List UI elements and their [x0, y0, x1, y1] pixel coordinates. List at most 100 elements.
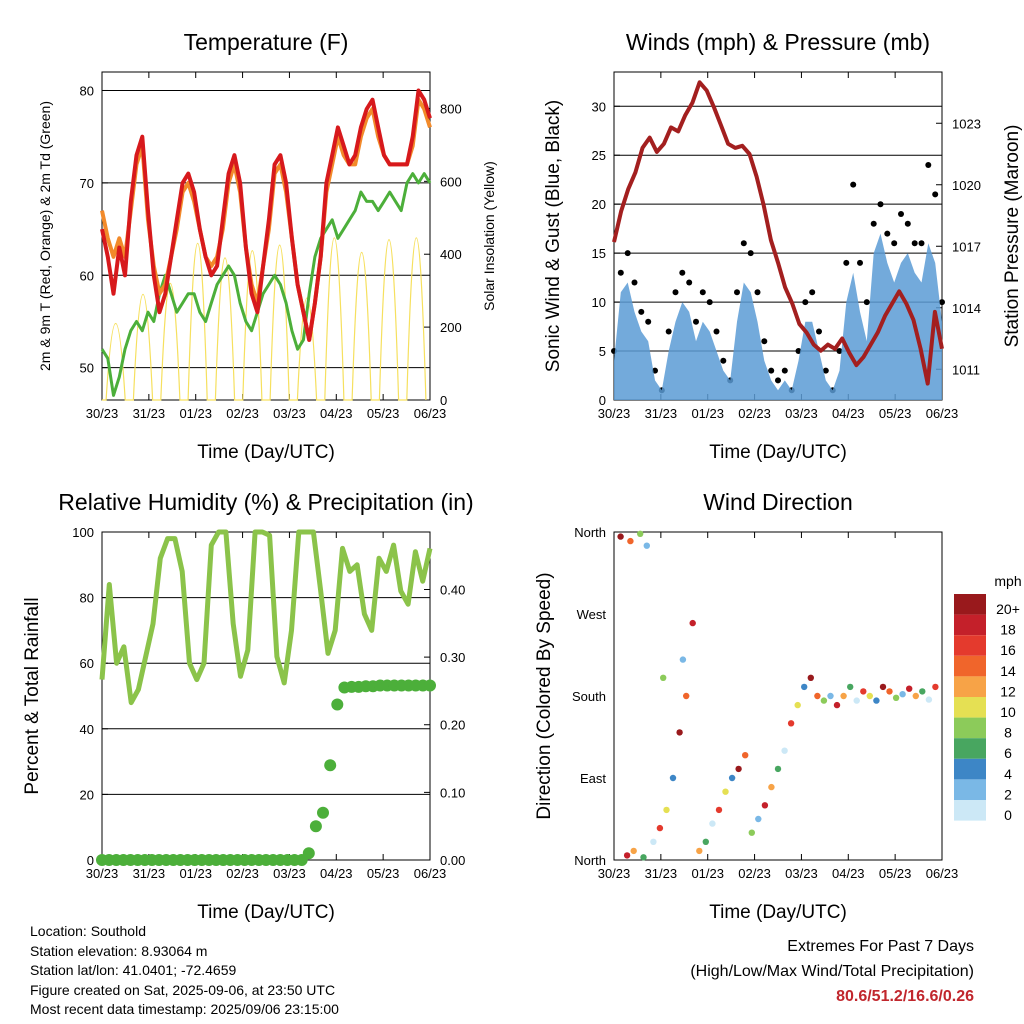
gust-point — [734, 289, 740, 296]
x-axis-label: Time (Day/UTC) — [709, 902, 847, 923]
direction-point — [801, 683, 808, 691]
humidity-line — [99, 529, 433, 706]
gust-point — [775, 377, 781, 384]
y-tick-label: 25 — [592, 148, 606, 163]
direction-point — [735, 765, 742, 773]
solar-insolation-line — [102, 237, 427, 401]
gust-point — [925, 162, 932, 168]
legend-label: 12 — [1000, 683, 1016, 699]
legend-label: 14 — [1000, 663, 1016, 679]
y-tick-label: 40 — [80, 722, 94, 737]
legend-label: 20+ — [996, 601, 1020, 617]
direction-point — [807, 674, 814, 681]
direction-point — [919, 688, 926, 695]
direction-point — [833, 701, 841, 709]
direction-point — [886, 688, 893, 695]
precip-point — [424, 679, 436, 692]
direction-point — [755, 815, 762, 823]
gust-point — [898, 211, 904, 217]
gust-point — [713, 328, 720, 335]
legend-label: 4 — [1004, 766, 1012, 782]
x-tick-label: 02/23 — [226, 406, 259, 421]
panel-humidity: 30/23 31/23 01/23 02/23 03/23 04/23 05/23 06/23… — [22, 489, 474, 923]
y-tick-label: 50 — [80, 361, 94, 376]
y2-tick-label: 0.10 — [440, 785, 465, 800]
gust-point — [754, 289, 761, 296]
direction-point — [860, 688, 867, 695]
gust-point — [768, 367, 775, 374]
gust-point — [686, 279, 693, 286]
legend-swatch — [954, 738, 986, 759]
station-info: Location: Southold Station elevation: 8.… — [30, 922, 339, 1020]
x-tick-label: 05/23 — [879, 406, 912, 421]
chart-title: Temperature (F) — [184, 29, 349, 55]
direction-point — [742, 752, 749, 759]
direction-point — [623, 852, 631, 859]
precip-point — [309, 820, 322, 833]
gust-point — [891, 240, 898, 247]
direction-point — [715, 806, 723, 814]
gust-point — [918, 240, 925, 247]
legend-swatch — [954, 676, 986, 697]
direction-point — [892, 694, 900, 701]
direction-point — [663, 806, 670, 814]
direction-point — [912, 692, 919, 700]
x-axis-label: Time (Day/UTC) — [197, 902, 335, 923]
direction-point — [794, 701, 801, 709]
x-axis-label: Time (Day/UTC) — [709, 442, 847, 463]
y-tick-label: 60 — [80, 268, 94, 283]
y-axis-label: Percent & Total Rainfall — [22, 597, 43, 794]
y-tick-label: 70 — [80, 176, 94, 191]
gust-point — [877, 201, 884, 208]
legend-swatch — [954, 697, 986, 718]
direction-point — [617, 533, 624, 540]
extremes-box: Extremes For Past 7 Days (High/Low/Max W… — [690, 934, 974, 1009]
station-location: Location: Southold — [30, 923, 146, 939]
x-tick-label: 05/23 — [367, 406, 400, 421]
x-tick-label: 01/23 — [691, 866, 724, 881]
legend-swatch — [954, 655, 986, 677]
gust-point — [939, 299, 945, 306]
direction-point — [748, 829, 755, 836]
extremes-subtitle: (High/Low/Max Wind/Total Precipitation) — [690, 963, 974, 980]
y-tick-label: East — [580, 771, 606, 786]
direction-point — [696, 847, 703, 855]
direction-point — [768, 783, 775, 791]
figure-created: Figure created on Sat, 2025-09-06, at 23… — [30, 981, 336, 998]
direction-point — [728, 774, 736, 782]
x-tick-label: 03/23 — [785, 406, 818, 421]
gust-point — [699, 289, 706, 296]
x-tick-label: 06/23 — [926, 866, 959, 881]
y-tick-label: 60 — [80, 656, 94, 671]
gust-point — [822, 367, 829, 374]
x-tick-label: 03/23 — [785, 866, 818, 881]
x-tick-label: 02/23 — [226, 866, 259, 881]
precip-point — [302, 847, 315, 860]
gust-point — [693, 318, 699, 325]
chart-title: Winds (mph) & Pressure (mb) — [626, 29, 930, 55]
direction-point — [787, 720, 795, 727]
station-elevation: Station elevation: 8.93064 m — [30, 942, 208, 959]
gust-point — [857, 259, 863, 266]
y-tick-label: North — [574, 525, 606, 540]
direction-point — [853, 697, 860, 704]
legend-swatch — [954, 614, 986, 636]
legend-swatch — [954, 779, 986, 800]
direction-point — [679, 656, 687, 663]
y2-axis-label: Station Pressure (Maroon) — [1002, 125, 1023, 348]
x-tick-label: 05/23 — [879, 866, 912, 881]
y2-tick-label: 0 — [440, 393, 447, 408]
legend-swatch — [954, 800, 986, 821]
y2-tick-label: 1014 — [952, 301, 981, 316]
chart-title: Wind Direction — [703, 489, 853, 515]
chart-title: Relative Humidity (%) & Precipitation (i… — [58, 489, 473, 515]
x-tick-label: 31/23 — [133, 866, 166, 881]
panel-winds: 30/23 31/23 01/23 02/23 03/23 04/23 05/23 06/23… — [543, 29, 1023, 463]
gust-point — [911, 240, 918, 247]
direction-point — [660, 674, 667, 681]
x-tick-label: 06/23 — [414, 866, 447, 881]
direction-point — [781, 747, 788, 754]
legend-label: 10 — [1000, 704, 1016, 720]
x-tick-label: 02/23 — [738, 866, 771, 881]
y-tick-label: 0 — [599, 393, 606, 408]
